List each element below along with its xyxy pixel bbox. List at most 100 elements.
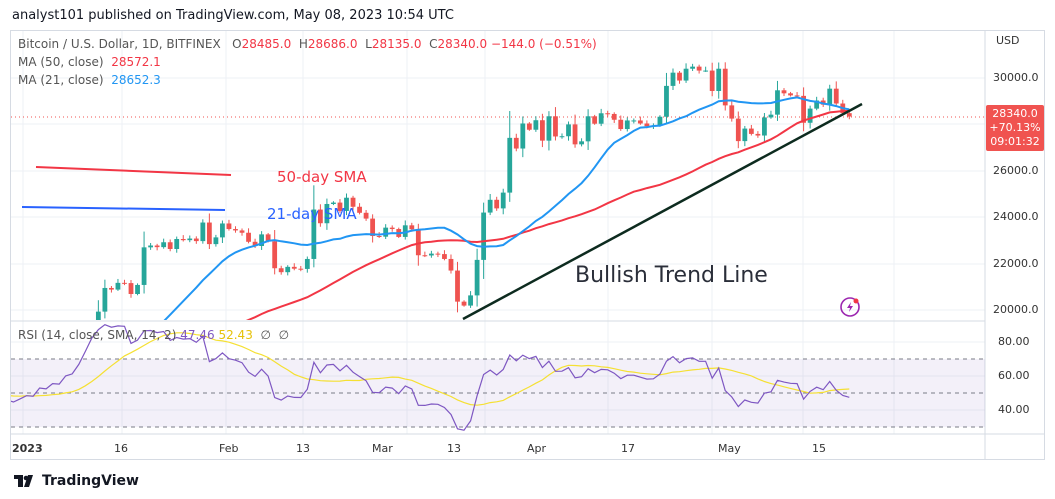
- sma50-annotation[interactable]: 50-day SMA: [277, 168, 367, 186]
- candle-body: [109, 287, 114, 290]
- candle-body: [833, 88, 839, 104]
- candle-body: [703, 70, 709, 72]
- candle-body: [755, 133, 761, 136]
- candle-body: [344, 197, 349, 211]
- candle-body: [846, 113, 852, 117]
- candle-body: [291, 266, 297, 269]
- candle-body: [801, 95, 806, 123]
- rsi-legend[interactable]: RSI (14, close, SMA, 14, 2) 47.46 52.43 …: [18, 328, 289, 342]
- candle-body: [213, 237, 219, 245]
- rsi-na-2: ∅: [278, 328, 290, 342]
- candle-body: [670, 72, 676, 86]
- candle-body: [546, 116, 552, 141]
- candle-body: [735, 118, 741, 142]
- candle-body: [559, 136, 565, 138]
- candle-body: [285, 266, 291, 273]
- candle-body: [415, 229, 421, 256]
- candle-body: [259, 234, 265, 246]
- candle-body: [206, 222, 212, 245]
- candle-body: [409, 225, 415, 230]
- flash-icon[interactable]: [840, 297, 860, 317]
- candle-body: [657, 116, 663, 126]
- candle-body: [148, 245, 153, 248]
- candle-body: [122, 282, 127, 284]
- time-tick: Apr: [527, 442, 547, 455]
- candle-body: [298, 268, 304, 270]
- candle-body: [637, 120, 643, 124]
- candle-body: [468, 295, 473, 306]
- candle-body: [317, 209, 323, 224]
- candle-body: [605, 113, 611, 115]
- sma21-legend-line[interactable]: [21, 206, 226, 211]
- candle-body: [357, 206, 362, 213]
- time-tick: 13: [296, 442, 310, 455]
- candle-body: [729, 105, 735, 119]
- candle-body: [95, 311, 101, 320]
- close-value: 28340.0: [437, 37, 488, 51]
- candle-body: [677, 72, 682, 81]
- rsi-value: 47.46: [180, 328, 215, 342]
- ma50-value: 28572.1: [111, 55, 161, 69]
- trend-line-annotation[interactable]: Bullish Trend Line: [575, 263, 768, 288]
- symbol-legend[interactable]: Bitcoin / U.S. Dollar, 1D, BITFINEX O284…: [18, 35, 597, 53]
- time-tick: 16: [114, 442, 128, 455]
- candle-body: [827, 88, 833, 105]
- rsi-na-1: ∅: [260, 328, 271, 342]
- publisher-line: analyst101 published on TradingView.com,…: [12, 8, 454, 23]
- candle-body: [572, 124, 578, 145]
- candle-body: [180, 239, 186, 241]
- time-tick: Feb: [219, 442, 239, 455]
- candle-body: [187, 238, 193, 241]
- brand-name: TradingView: [42, 473, 139, 489]
- bullish-trend-line[interactable]: [462, 102, 863, 321]
- candle-body: [664, 85, 669, 117]
- candle-body: [807, 108, 813, 123]
- rsi-tick: 40.00: [998, 403, 1030, 416]
- candle-body: [422, 255, 428, 257]
- candle-body: [566, 124, 571, 137]
- candle-body: [461, 301, 467, 306]
- candle-body: [141, 247, 147, 285]
- time-tick: May: [718, 442, 741, 455]
- candle-body: [540, 120, 545, 141]
- candle-body: [526, 123, 532, 130]
- open-value: 28485.0: [241, 37, 292, 51]
- candle-body: [520, 123, 526, 149]
- candle-body: [775, 90, 780, 115]
- candle-body: [272, 241, 278, 269]
- candle-body: [500, 192, 506, 209]
- candle-body: [455, 270, 460, 302]
- candle-body: [428, 253, 434, 256]
- sma50-legend-line[interactable]: [35, 166, 232, 176]
- close-label: C: [429, 37, 438, 51]
- candle-body: [762, 117, 767, 136]
- tradingview-logo[interactable]: TradingView: [14, 473, 139, 489]
- candle-body: [742, 128, 748, 142]
- candle-body: [631, 120, 637, 122]
- candle-body: [252, 241, 258, 246]
- ma50-label: MA (50, close): [18, 55, 104, 69]
- change-percent: +70.13%: [989, 121, 1041, 134]
- candle-body: [402, 225, 408, 237]
- bar-countdown: 09:01:32: [990, 135, 1040, 148]
- low-value: 28135.0: [371, 37, 422, 51]
- candle-body: [331, 202, 336, 204]
- price-tick: 20000.0: [993, 303, 1039, 316]
- last-price: 28340.0: [992, 107, 1038, 120]
- candle-body: [226, 223, 232, 230]
- candle-body: [533, 120, 539, 130]
- candle-body: [115, 282, 121, 290]
- ma50-line: [245, 109, 850, 320]
- candle-body: [389, 227, 395, 230]
- ma21-line: [163, 96, 850, 320]
- time-tick: 13: [447, 442, 461, 455]
- ma50-legend[interactable]: MA (50, close) 28572.1: [18, 53, 597, 71]
- rsi-line: [11, 324, 850, 431]
- candle-body: [363, 212, 369, 219]
- candle-body: [592, 116, 598, 124]
- ma21-legend[interactable]: MA (21, close) 28652.3: [18, 71, 597, 89]
- candle-body: [337, 202, 343, 211]
- sma21-annotation[interactable]: 21-day SMA: [267, 205, 357, 223]
- candle-body: [644, 123, 650, 127]
